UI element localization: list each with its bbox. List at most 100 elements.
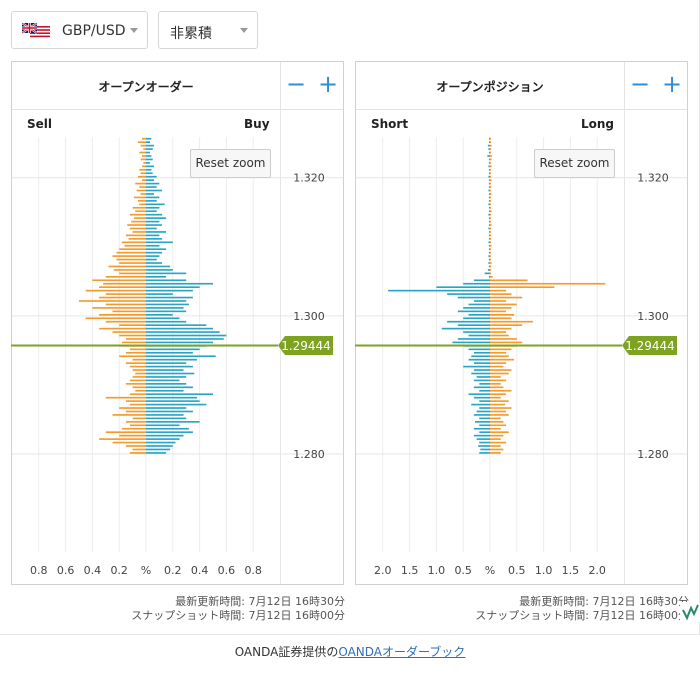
updated-time: 最新更新時間: 7月12日 16時30分 xyxy=(175,595,345,608)
data-bar-short xyxy=(488,244,490,247)
data-bar-long xyxy=(490,158,492,161)
data-bar-short xyxy=(447,320,490,323)
data-bar-buy xyxy=(146,448,171,451)
data-bar-long xyxy=(490,303,517,306)
data-bar-long xyxy=(490,179,492,181)
data-bar-long xyxy=(490,441,507,444)
data-bar-long xyxy=(490,379,507,382)
data-bar-long xyxy=(490,203,492,206)
data-bar-long xyxy=(490,155,493,157)
data-bar-sell xyxy=(112,255,146,257)
data-bar-short xyxy=(488,220,490,223)
data-bar-sell xyxy=(119,334,146,337)
data-bar-buy xyxy=(146,168,152,171)
zoom-out-button[interactable]: − xyxy=(285,70,307,98)
data-bar-short xyxy=(452,341,490,344)
data-bar-short xyxy=(388,289,490,292)
data-bar-sell xyxy=(129,348,146,351)
data-bar-long xyxy=(490,220,492,223)
data-bar-long xyxy=(490,258,492,261)
data-bar-sell xyxy=(99,313,146,316)
data-bar-sell xyxy=(139,168,146,171)
data-bar-long xyxy=(490,206,492,209)
data-bar-buy xyxy=(146,200,157,202)
data-bar-buy xyxy=(146,203,165,206)
data-bar-buy xyxy=(146,417,187,420)
data-bar-buy xyxy=(146,351,193,354)
data-bar-short xyxy=(480,448,490,451)
data-bar-sell xyxy=(132,231,146,233)
data-bar-short xyxy=(463,331,490,333)
data-bar-buy xyxy=(146,310,187,313)
data-bar-buy xyxy=(146,265,171,268)
data-bar-short xyxy=(474,421,490,423)
data-bar-buy xyxy=(146,210,157,213)
data-bar-long xyxy=(490,383,501,385)
data-bar-short xyxy=(488,276,490,278)
x-tick-label: 0.6 xyxy=(57,564,75,577)
positions-timestamps: 最新更新時間: 7月12日 16時30分 スナップショット時間: 7月12日 1… xyxy=(444,595,689,623)
reset-zoom-button[interactable]: Reset zoom xyxy=(534,149,615,178)
data-bar-sell xyxy=(133,196,146,199)
data-bar-short xyxy=(488,175,490,178)
divider xyxy=(280,62,281,109)
data-bar-long xyxy=(490,137,492,140)
reset-zoom-button[interactable]: Reset zoom xyxy=(190,149,271,178)
data-bar-buy xyxy=(146,286,200,289)
data-bar-short xyxy=(488,200,490,202)
data-bar-long xyxy=(490,272,492,275)
open-orders-chart[interactable]: 0.8 0.6 0.4 0.2% 0.2 0.4 0.6 0.8 1.320 1.300 1.280 xyxy=(12,62,343,584)
mode-select[interactable]: 非累積 xyxy=(158,11,258,49)
data-bar-long xyxy=(490,431,509,434)
currency-pair-select[interactable]: GBP/USD xyxy=(11,11,148,49)
data-bar-buy xyxy=(146,241,173,244)
panel-header: オープンオーダー − + xyxy=(12,62,343,110)
open-positions-chart[interactable]: 2.0 1.5 1.0 0.5% 0.5 1.0 1.5 2.0 1.320 1.300 1.280 xyxy=(356,62,687,584)
data-bar-long xyxy=(490,396,501,399)
data-bar-long xyxy=(490,296,523,299)
data-bar-sell xyxy=(125,362,146,364)
data-bar-long xyxy=(490,403,506,406)
data-bar-long xyxy=(490,244,492,247)
data-bar-sell xyxy=(132,417,146,420)
data-bar-long xyxy=(490,351,507,354)
zoom-out-button[interactable]: − xyxy=(629,70,651,98)
data-bar-sell xyxy=(99,286,146,289)
data-bar-sell xyxy=(143,148,146,150)
data-bar-sell xyxy=(133,217,146,219)
divider xyxy=(624,62,625,109)
data-bar-short xyxy=(471,372,490,375)
y-tick-label: 1.320 xyxy=(637,172,669,185)
data-bar-long xyxy=(490,286,555,289)
data-bar-long xyxy=(490,448,504,451)
x-tick-label: % xyxy=(141,564,151,577)
data-bar-buy xyxy=(146,165,155,168)
data-bar-long xyxy=(490,410,507,413)
chevron-down-icon xyxy=(240,28,248,33)
open-positions-panel: オープンポジション − + Short Long 2.0 1.5 1.0 0.5% 0.… xyxy=(355,61,688,585)
data-bar-sell xyxy=(125,421,146,423)
data-bar-short xyxy=(479,407,490,409)
data-bar-buy xyxy=(146,227,157,230)
data-bar-short xyxy=(488,265,490,268)
data-bar-long xyxy=(490,251,492,254)
data-bar-buy xyxy=(146,317,180,320)
data-bar-buy xyxy=(146,438,180,440)
data-bar-buy xyxy=(146,296,193,299)
data-bar-short xyxy=(479,400,490,402)
data-bar-short xyxy=(484,272,490,275)
y-tick-label: 1.280 xyxy=(293,448,325,461)
x-tick-label: 0.4 xyxy=(84,564,102,577)
data-bar-sell xyxy=(116,258,146,261)
data-bar-long xyxy=(490,196,492,199)
data-bar-long xyxy=(490,255,492,257)
data-bar-sell xyxy=(140,158,146,161)
zoom-in-button[interactable]: + xyxy=(661,70,683,98)
data-bar-buy xyxy=(146,307,184,309)
data-bar-short xyxy=(457,338,490,340)
zoom-in-button[interactable]: + xyxy=(317,70,339,98)
data-bar-buy xyxy=(146,365,193,368)
data-bar-sell xyxy=(141,179,146,181)
data-bar-short xyxy=(473,300,490,302)
orderbook-link[interactable]: OANDAオーダーブック xyxy=(338,645,466,659)
